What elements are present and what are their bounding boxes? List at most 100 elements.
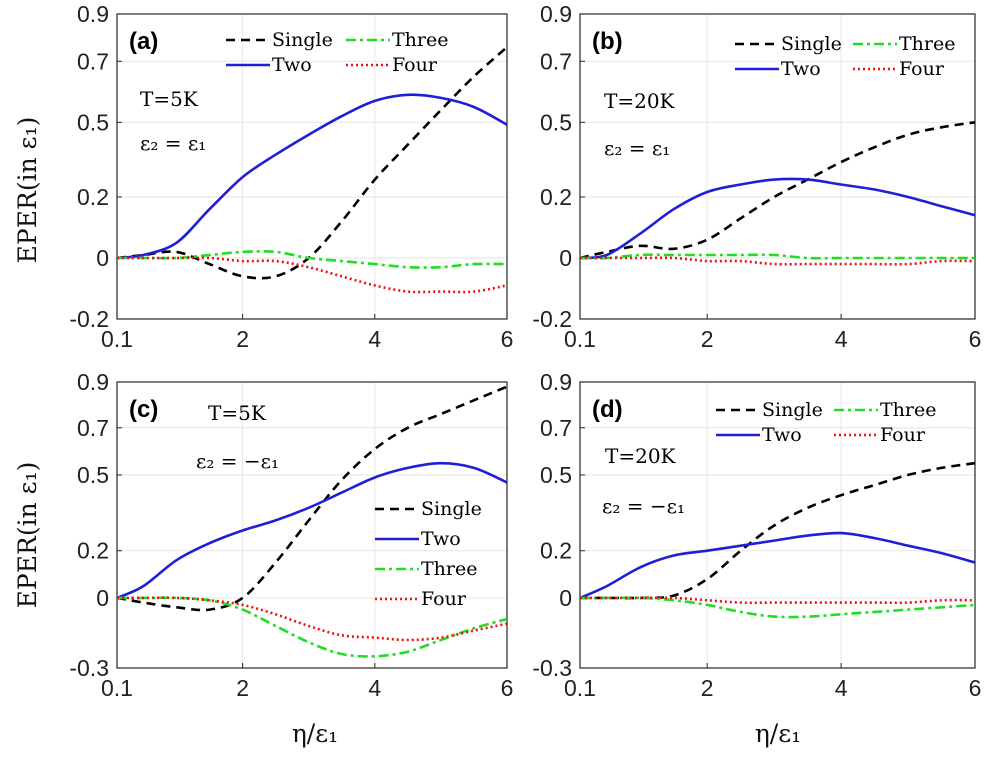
y-tick-label: 0.7 [540,48,572,74]
legend-label-single: Single [421,498,482,520]
legend-label-three: Three [392,29,448,51]
legend-label-four: Four [880,424,926,446]
panel-label: (c) [129,396,158,423]
legend-label-single: Single [272,29,333,51]
series-line-three [116,250,508,269]
x-tick-label: 2 [236,675,249,701]
panel-c: 0.1 2 4 6 -0.3 0 0.2 0.5 0.7 0.9 (c) T=5K ε₂ = −ε₁ Si… [69,369,513,701]
y-tick-label: 0.2 [540,184,572,210]
axes-frame [579,381,976,669]
y-tick-label: 0.2 [77,184,109,210]
y-tick-label: 0 [96,245,109,271]
x-tick-label: 4 [368,326,381,352]
legend: Single Two Three Four [375,498,482,610]
series-line-three [579,253,975,260]
y-tick-label: -0.3 [532,655,572,681]
series-line-two [116,461,508,600]
y-tick-label: 0.5 [77,462,109,488]
x-tick-label: 4 [835,675,848,701]
series-line-single [580,461,976,600]
x-tick-label: 0.1 [101,675,133,701]
x-tick-label: 4 [835,326,848,352]
panel-label: (d) [592,396,623,423]
x-tick-label: 0.1 [564,675,596,701]
panel-b: 0.1 2 4 6 -0.2 0 0.2 0.5 0.7 0.9 (b) T=20K ε₂ = ε₁ Si… [532,1,981,352]
legend-label-single: Single [781,33,842,55]
legend-label-two: Two [421,528,461,550]
x-tick-label: 0.1 [564,326,596,352]
legend: Single Three Two Four [716,399,936,446]
legend: Single Three Two Four [735,33,955,80]
legend-label-two: Two [272,54,312,76]
x-tick-label: 0.1 [101,326,133,352]
y-tick-label: 0.2 [77,538,109,564]
legend-label-four: Four [392,54,438,76]
legend-label-two: Two [781,58,821,80]
x-tick-label: 2 [236,326,249,352]
series-line-four [579,256,976,266]
series-line-four [117,596,508,642]
temperature-annotation: T=20K [605,444,677,468]
axes-frame [579,13,976,320]
y-tick-label: 0 [559,245,572,271]
x-tick-label: 4 [368,675,381,701]
y-tick-label: 0.7 [77,415,109,441]
x-tick-label: 6 [501,326,514,352]
legend-label-four: Four [421,588,467,610]
legend-label-three: Three [421,558,477,580]
epsilon-annotation: ε₂ = ε₁ [604,136,670,160]
panel-label: (a) [129,28,158,55]
y-axis-label-top: EPER(in ε₁) [13,117,42,264]
temperature-annotation: T=5K [208,401,267,425]
panel-label: (b) [592,28,623,55]
epsilon-annotation: ε₂ = −ε₁ [196,449,279,473]
temperature-annotation: T=20K [604,89,676,113]
legend-label-two: Two [762,424,802,446]
series-line-three [117,596,508,658]
y-tick-label: 0.5 [540,462,572,488]
y-tick-label: 0.9 [540,1,572,27]
series-line-single [579,121,976,260]
y-tick-label: 0.5 [77,109,109,135]
y-tick-label: -0.2 [532,306,572,332]
y-tick-label: 0.9 [77,1,109,27]
axes-frame [116,381,508,669]
series-line-two [579,177,976,260]
series-line-three [580,596,976,619]
x-tick-label: 6 [969,326,982,352]
legend-label-single: Single [762,399,823,421]
y-tick-label: 0.5 [540,109,572,135]
y-axis-label-bottom: EPER(in ε₁) [13,462,42,609]
series-line-four [580,596,976,605]
legend-label-three: Three [899,33,955,55]
y-tick-label: 0 [96,585,109,611]
y-tick-label: 0.9 [77,369,109,395]
x-tick-label: 2 [701,326,714,352]
axes-frame [116,13,508,320]
y-tick-label: 0.7 [77,48,109,74]
series-line-single [116,385,508,612]
x-tick-label: 6 [969,675,982,701]
y-tick-label: 0.9 [540,369,572,395]
temperature-annotation: T=5K [140,87,199,111]
series-line-two [579,531,976,600]
x-tick-label: 6 [501,675,514,701]
y-tick-label: 0.2 [540,538,572,564]
series-line-two [116,93,508,260]
y-tick-label: -0.2 [69,306,109,332]
legend-label-three: Three [880,399,936,421]
x-axis-label-left: η/ε₁ [292,719,338,748]
epsilon-annotation: ε₂ = ε₁ [140,131,206,155]
y-tick-label: 0 [559,585,572,611]
epsilon-annotation: ε₂ = −ε₁ [602,494,685,518]
y-tick-label: -0.3 [69,655,109,681]
series-line-four [116,256,508,294]
x-axis-label-right: η/ε₁ [755,719,801,748]
legend: Single Three Two Four [226,29,448,76]
panel-a: 0.1 2 4 6 -0.2 0 0.2 0.5 0.7 0.9 (a) T=5K ε₂ = ε₁ Sin… [69,1,513,352]
x-tick-label: 2 [701,675,714,701]
panel-d: 0.1 2 4 6 -0.3 0 0.2 0.5 0.7 0.9 (d) T=20K ε₂ = −ε₁ S… [532,369,981,701]
y-tick-label: 0.7 [540,415,572,441]
legend-label-four: Four [899,58,945,80]
